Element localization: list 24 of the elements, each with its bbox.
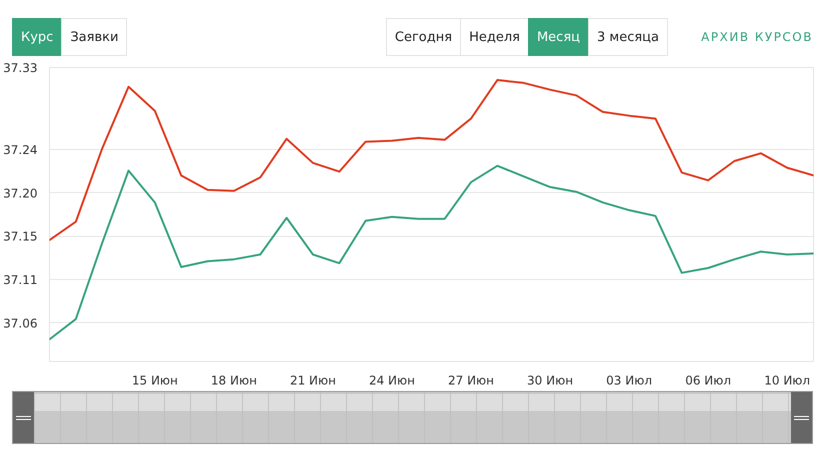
x-tick-label: 18 Июн bbox=[210, 374, 257, 388]
y-tick-label: 37.20 bbox=[3, 186, 38, 200]
y-tick-label: 37.15 bbox=[3, 230, 38, 244]
x-tick-label: 06 Июл bbox=[685, 374, 732, 388]
y-tick-label: 37.06 bbox=[3, 316, 38, 330]
x-tick-label: 27 Июн bbox=[448, 374, 494, 388]
text: Курс bbox=[12, 18, 62, 56]
x-tick-label: 10 Июл bbox=[764, 374, 810, 388]
y-tick-label: 37.24 bbox=[3, 142, 38, 157]
y-tick-label: 37.11 bbox=[3, 273, 38, 288]
text: Заявки bbox=[61, 18, 128, 56]
text: 3 месяца bbox=[588, 18, 668, 56]
line-series bbox=[50, 79, 814, 242]
x-tick-label: 21 Июн bbox=[290, 374, 336, 388]
text: Неделя bbox=[460, 18, 529, 56]
text: Сегодня bbox=[386, 18, 462, 56]
text: АРХИВ КУРСОВ bbox=[701, 29, 813, 46]
text: Месяц bbox=[528, 18, 589, 56]
line-series bbox=[50, 164, 814, 340]
x-tick-label: 30 Июн bbox=[527, 374, 574, 388]
x-tick-label: 03 Июл bbox=[606, 374, 652, 388]
x-tick-label: 24 Июн bbox=[368, 374, 415, 388]
x-tick-label: 15 Июн bbox=[132, 374, 178, 388]
y-tick-label: 37.33 bbox=[3, 61, 38, 75]
